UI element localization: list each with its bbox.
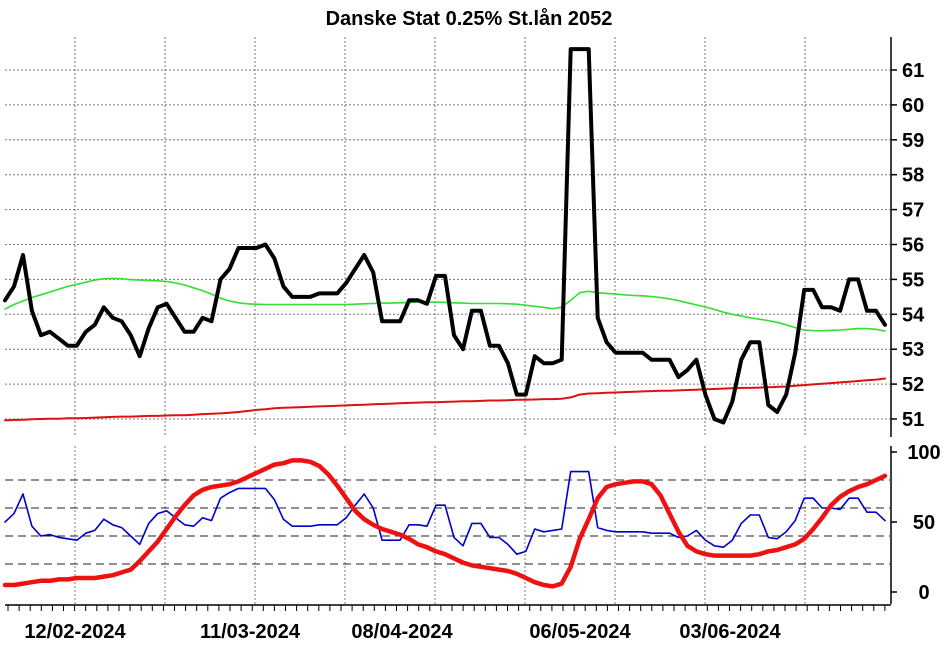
osc-y-tick-label: 100 — [907, 442, 940, 464]
x-tick-label: 11/03-2024 — [200, 621, 301, 643]
series-lines — [2, 47, 888, 589]
main-y-tick-label: 57 — [902, 200, 924, 222]
main-y-tick-label: 51 — [902, 409, 924, 431]
x-tick-label: 08/04-2024 — [351, 621, 453, 643]
main-y-tick-label: 56 — [902, 235, 924, 257]
main-y-tick-label: 53 — [902, 339, 924, 361]
red-oscillator-line — [2, 458, 888, 589]
x-tick-label: 03/06-2024 — [679, 621, 781, 643]
red-trend-line — [4, 377, 886, 422]
main-y-tick-label: 52 — [902, 374, 924, 396]
green-average-line — [4, 277, 886, 332]
axes: 51 52 53 54 55 56 57 58 59 60 61 0 50 100 12/02-2024 11… — [5, 37, 941, 643]
main-y-tick-label: 54 — [902, 304, 925, 326]
x-tick-label: 06/05-2024 — [529, 621, 631, 643]
main-y-tick-label: 58 — [902, 165, 924, 187]
osc-y-tick-label: 50 — [913, 512, 935, 534]
blue-oscillator-line — [4, 470, 886, 556]
main-y-tick-label: 59 — [902, 130, 924, 152]
main-y-tick-label: 55 — [902, 269, 924, 291]
osc-y-tick-label: 0 — [918, 582, 929, 604]
chart-title: Danske Stat 0.25% St.lån 2052 — [326, 7, 613, 30]
main-y-tick-label: 61 — [902, 60, 924, 82]
main-y-tick-label: 60 — [902, 95, 924, 117]
price-line — [3, 47, 887, 425]
x-tick-label: 12/02-2024 — [24, 621, 126, 643]
grid — [5, 37, 890, 604]
